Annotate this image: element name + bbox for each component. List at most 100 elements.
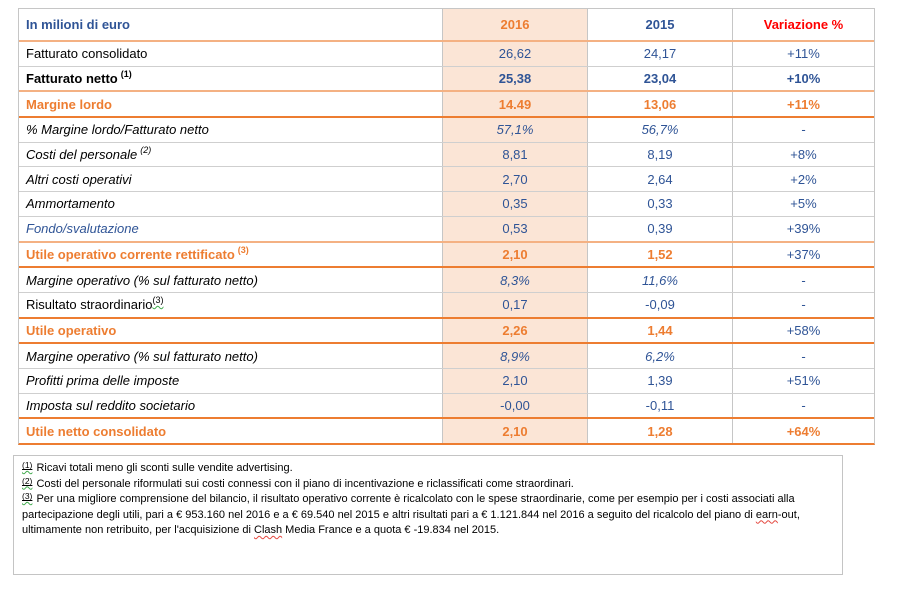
row-label: Altri costi operativi <box>19 167 443 192</box>
table-row: Utile operativo 2,26 1,44 +58% <box>19 318 874 345</box>
table-row: Margine operativo (% sul fatturato netto… <box>19 268 874 293</box>
value-variation: - <box>801 297 806 313</box>
value-2015: 0,33 <box>588 192 733 216</box>
row-label: Costi del personale (2) <box>19 142 443 167</box>
table-row: Risultato straordinario (3) 0,17 -0,09 - <box>19 292 874 319</box>
value-2016: 0,53 <box>443 216 588 241</box>
value-2015: 1,39 <box>588 368 733 393</box>
table-row: Margine lordo 14.49 13,06 +11% <box>19 92 874 119</box>
value-2015: 1,52 <box>588 242 733 267</box>
value-2016: 2,10 <box>443 242 588 267</box>
footnote: (1) Ricavi totali meno gli sconti sulle … <box>22 460 834 477</box>
value-variation: +8% <box>790 147 817 163</box>
value-variation: +2% <box>790 171 817 187</box>
value-2015: 8,19 <box>588 142 733 167</box>
value-variation: +11% <box>787 46 820 62</box>
table-header-row: In milioni di euro 2016 2015 Variazione … <box>19 9 874 42</box>
row-label: Ammortamento <box>19 192 443 216</box>
value-variation: - <box>801 348 806 364</box>
row-label: Risultato straordinario (3) <box>19 292 443 317</box>
footnote-text: Costi del personale riformulati sui cost… <box>33 477 574 490</box>
column-header-variation: Variazione % <box>763 17 844 32</box>
table-row: Fatturato consolidato 26,62 24,17 +11% <box>19 42 874 67</box>
row-label: Margine lordo <box>19 92 443 117</box>
value-2016: 25,38 <box>443 66 588 91</box>
value-variation: +11% <box>787 96 820 112</box>
value-2015: 24,17 <box>588 42 733 66</box>
footnote-marker: (2) <box>140 145 152 156</box>
value-2015: -0,09 <box>588 292 733 317</box>
financial-table: In milioni di euro 2016 2015 Variazione … <box>18 8 875 445</box>
footnote-marker: (1) <box>22 460 33 470</box>
value-2015: 6,2% <box>588 344 733 368</box>
value-variation: +64% <box>786 423 821 439</box>
value-2015: -0,11 <box>588 393 733 418</box>
value-2015: 1,28 <box>588 419 733 443</box>
value-variation: - <box>801 272 806 288</box>
value-2016: 2,70 <box>443 167 588 192</box>
value-2015: 13,06 <box>588 92 733 117</box>
value-2016: 57,1% <box>443 118 588 142</box>
footnote-marker: (3) <box>237 244 249 255</box>
table-row: Profitti prima delle imposte 2,10 1,39 +51% <box>19 368 874 394</box>
table-row: Altri costi operativi 2,70 2,64 +2% <box>19 167 874 193</box>
misspelled-word: earn <box>755 508 778 521</box>
row-label-text: Ammortamento <box>26 196 115 212</box>
row-label: Profitti prima delle imposte <box>19 368 443 393</box>
value-variation: +37% <box>786 246 821 262</box>
footnote-text: Per una migliore comprensione del bilanc… <box>22 493 795 521</box>
row-label-text: % Margine lordo/Fatturato netto <box>26 122 209 138</box>
row-label: Fatturato netto (1) <box>19 66 443 91</box>
row-label: Fatturato consolidato <box>19 42 443 66</box>
footnotes-box: (1) Ricavi totali meno gli sconti sulle … <box>13 455 843 575</box>
table-row: Fondo/svalutazione 0,53 0,39 +39% <box>19 216 874 243</box>
value-2015: 2,64 <box>588 167 733 192</box>
misspelled-word: Clash <box>254 524 283 536</box>
column-header-2016: 2016 <box>443 9 588 40</box>
row-label: Utile operativo corrente rettificato (3) <box>19 242 443 267</box>
table-row: Fatturato netto (1) 25,38 23,04 +10% <box>19 66 874 93</box>
value-2015: 1,44 <box>588 318 733 343</box>
row-label-text: Margine operativo (% sul fatturato netto… <box>26 272 258 288</box>
footnote-marker: (2) <box>22 475 33 486</box>
value-variation: +51% <box>786 373 821 389</box>
value-2015: 23,04 <box>588 66 733 91</box>
row-label-text: Altri costi operativi <box>26 171 132 187</box>
row-label-text: Fatturato consolidato <box>26 46 148 62</box>
value-variation: +58% <box>786 322 821 338</box>
footnote-marker: (3) <box>152 295 164 306</box>
value-variation: +39% <box>786 221 821 237</box>
row-label-text: Profitti prima delle imposte <box>26 373 180 389</box>
table-row: Costi del personale (2) 8,81 8,19 +8% <box>19 142 874 168</box>
row-label: Fondo/svalutazione <box>19 216 443 241</box>
row-label: % Margine lordo/Fatturato netto <box>19 118 443 142</box>
value-variation: +10% <box>786 71 821 87</box>
footnote: (2) Costi del personale riformulati sui … <box>22 475 834 493</box>
footnote-marker: (1) <box>120 69 132 80</box>
value-variation: +5% <box>790 196 817 212</box>
value-variation: - <box>801 397 806 413</box>
column-header-2015: 2015 <box>588 9 733 40</box>
table-row: Margine operativo (% sul fatturato netto… <box>19 344 874 369</box>
value-2015: 0,39 <box>588 216 733 241</box>
value-2016: 0,17 <box>443 292 588 317</box>
row-label-text: Margine lordo <box>26 96 112 112</box>
value-2016: -0,00 <box>443 393 588 418</box>
value-2016: 8,9% <box>443 344 588 368</box>
footnote-text: Ricavi totali meno gli sconti sulle vend… <box>33 462 293 474</box>
row-label-text: Margine operativo (% sul fatturato netto… <box>26 348 258 364</box>
row-label-text: Costi del personale <box>26 147 138 163</box>
table-rows: Fatturato consolidato 26,62 24,17 +11% Fattu… <box>19 42 874 443</box>
value-2016: 2,10 <box>443 368 588 393</box>
value-2016: 2,10 <box>443 419 588 443</box>
table-row: Utile operativo corrente rettificato (3) 2… <box>19 242 874 269</box>
table-header-label: In milioni di euro <box>19 9 443 40</box>
table-row: Utile netto consolidato 2,10 1,28 +64% <box>19 419 874 443</box>
row-label-text: Fondo/svalutazione <box>26 221 139 237</box>
value-variation: - <box>801 122 806 138</box>
value-2016: 26,62 <box>443 42 588 66</box>
row-label-text: Fatturato netto <box>26 71 118 87</box>
row-label: Margine operativo (% sul fatturato netto… <box>19 268 443 292</box>
table-row: Ammortamento 0,35 0,33 +5% <box>19 192 874 217</box>
